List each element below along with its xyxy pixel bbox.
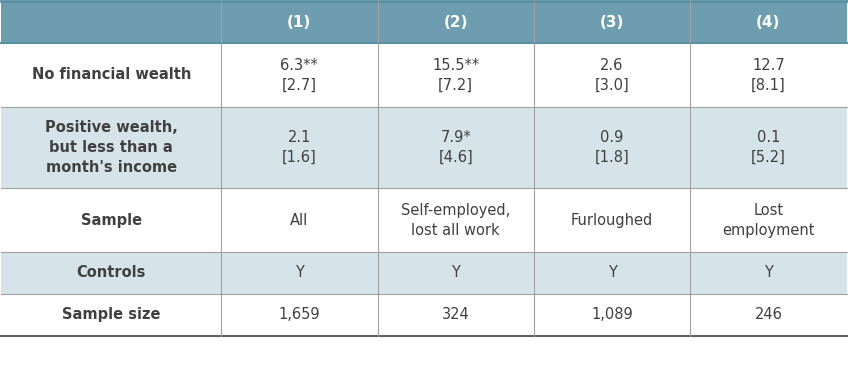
FancyBboxPatch shape: [377, 188, 534, 252]
FancyBboxPatch shape: [690, 1, 846, 43]
FancyBboxPatch shape: [690, 43, 846, 107]
Text: 2.1
[1.6]: 2.1 [1.6]: [282, 130, 316, 165]
Text: 246: 246: [755, 307, 783, 322]
FancyBboxPatch shape: [221, 252, 377, 294]
Text: Lost
employment: Lost employment: [722, 203, 815, 238]
FancyBboxPatch shape: [534, 43, 690, 107]
Text: (3): (3): [600, 15, 624, 30]
Text: Sample size: Sample size: [62, 307, 160, 322]
FancyBboxPatch shape: [534, 1, 690, 43]
FancyBboxPatch shape: [690, 188, 846, 252]
Text: No financial wealth: No financial wealth: [31, 67, 191, 82]
Text: Sample: Sample: [81, 213, 142, 228]
FancyBboxPatch shape: [221, 294, 377, 336]
FancyBboxPatch shape: [221, 1, 377, 43]
FancyBboxPatch shape: [377, 252, 534, 294]
Text: Y: Y: [451, 265, 460, 280]
Text: 15.5**
[7.2]: 15.5** [7.2]: [432, 57, 479, 92]
Text: All: All: [290, 213, 309, 228]
Text: 7.9*
[4.6]: 7.9* [4.6]: [438, 130, 473, 165]
Text: 6.3**
[2.7]: 6.3** [2.7]: [281, 57, 318, 92]
Text: Controls: Controls: [76, 265, 146, 280]
FancyBboxPatch shape: [534, 107, 690, 188]
FancyBboxPatch shape: [221, 188, 377, 252]
Text: 1,089: 1,089: [591, 307, 633, 322]
Text: Y: Y: [764, 265, 773, 280]
Text: Furloughed: Furloughed: [571, 213, 653, 228]
FancyBboxPatch shape: [377, 43, 534, 107]
FancyBboxPatch shape: [2, 294, 221, 336]
FancyBboxPatch shape: [221, 43, 377, 107]
FancyBboxPatch shape: [377, 294, 534, 336]
Text: 12.7
[8.1]: 12.7 [8.1]: [751, 57, 786, 92]
FancyBboxPatch shape: [534, 188, 690, 252]
FancyBboxPatch shape: [2, 107, 221, 188]
FancyBboxPatch shape: [377, 107, 534, 188]
Text: (4): (4): [756, 15, 781, 30]
FancyBboxPatch shape: [221, 107, 377, 188]
Text: (1): (1): [287, 15, 311, 30]
Text: Positive wealth,
but less than a
month's income: Positive wealth, but less than a month's…: [45, 120, 178, 175]
Text: Y: Y: [608, 265, 616, 280]
FancyBboxPatch shape: [690, 252, 846, 294]
Text: 1,659: 1,659: [278, 307, 321, 322]
FancyBboxPatch shape: [690, 294, 846, 336]
FancyBboxPatch shape: [2, 1, 221, 43]
FancyBboxPatch shape: [534, 294, 690, 336]
FancyBboxPatch shape: [377, 1, 534, 43]
FancyBboxPatch shape: [2, 252, 221, 294]
Text: Self-employed,
lost all work: Self-employed, lost all work: [401, 203, 510, 238]
Text: 2.6
[3.0]: 2.6 [3.0]: [594, 57, 629, 92]
FancyBboxPatch shape: [2, 188, 221, 252]
Text: 0.1
[5.2]: 0.1 [5.2]: [751, 130, 786, 165]
Text: Y: Y: [295, 265, 304, 280]
FancyBboxPatch shape: [690, 107, 846, 188]
Text: 324: 324: [442, 307, 470, 322]
Text: (2): (2): [444, 15, 468, 30]
FancyBboxPatch shape: [2, 43, 221, 107]
FancyBboxPatch shape: [534, 252, 690, 294]
Text: 0.9
[1.8]: 0.9 [1.8]: [594, 130, 629, 165]
